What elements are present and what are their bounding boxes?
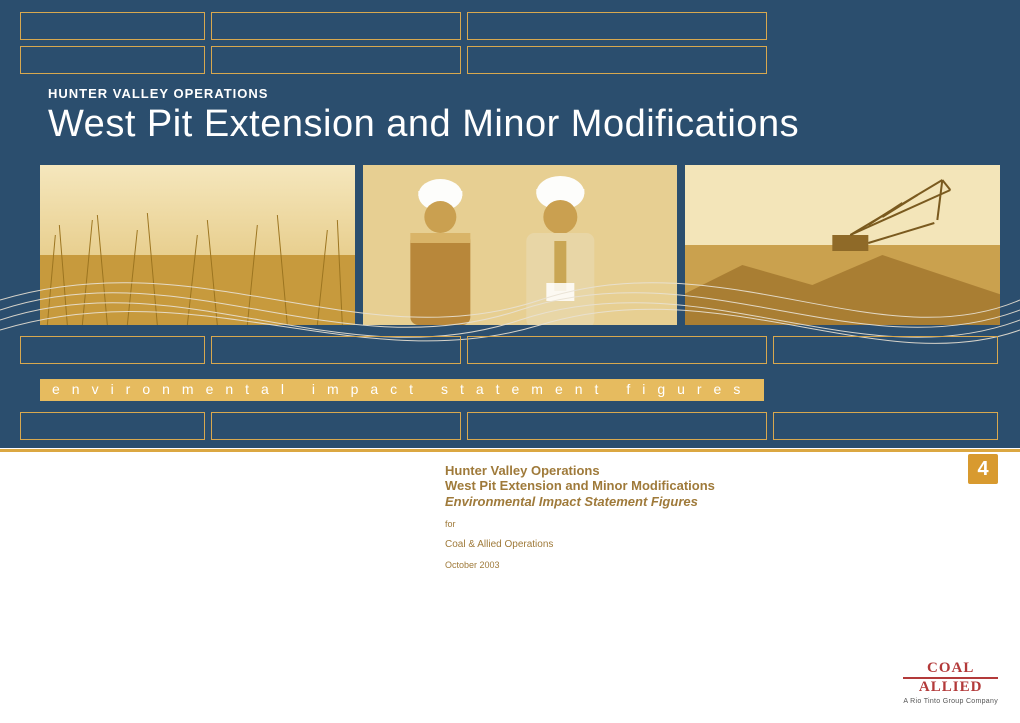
coal-allied-logo: COAL ALLIED A Rio Tinto Group Company: [903, 661, 998, 705]
photo-mine-dragline: [685, 165, 1000, 325]
grid-box: [467, 12, 767, 40]
banner-subtitle: environmental impact statement figures: [40, 379, 764, 401]
grid-box: [211, 46, 461, 74]
logo-word-2: ALLIED: [903, 680, 998, 695]
lower-line-date: October 2003: [445, 560, 965, 570]
lower-line-1: Hunter Valley Operations: [445, 463, 965, 478]
grid-box: [467, 412, 767, 440]
lower-line-2: West Pit Extension and Minor Modificatio…: [445, 478, 965, 493]
lower-line-3: Environmental Impact Statement Figures: [445, 494, 965, 509]
page-title: West Pit Extension and Minor Modificatio…: [48, 103, 799, 146]
grid-row: [20, 412, 998, 440]
lower-line-for: for: [445, 519, 965, 529]
header-subtitle: HUNTER VALLEY OPERATIONS: [48, 86, 799, 101]
grid-box: [211, 336, 461, 364]
grid-row: [20, 336, 998, 364]
grid-box: [20, 12, 205, 40]
logo-word-1: COAL: [903, 661, 998, 676]
lower-line-client: Coal & Allied Operations: [445, 539, 965, 550]
lower-text-block: Hunter Valley Operations West Pit Extens…: [445, 463, 965, 570]
grid-box: [773, 412, 998, 440]
grid-box: [773, 336, 998, 364]
grid-box: [211, 12, 461, 40]
photo-grass-field: [40, 165, 355, 325]
header-block: HUNTER VALLEY OPERATIONS West Pit Extens…: [48, 86, 799, 146]
grid-box: [20, 336, 205, 364]
logo-tagline: A Rio Tinto Group Company: [903, 698, 998, 705]
grid-row: [20, 12, 767, 40]
grid-box: [467, 46, 767, 74]
grid-box: [20, 46, 205, 74]
gold-divider: [0, 449, 1020, 452]
photo-strip: [40, 165, 1000, 325]
cover-panel: HUNTER VALLEY OPERATIONS West Pit Extens…: [0, 0, 1020, 448]
photo-workers-hardhats: [363, 165, 678, 325]
grid-row: [20, 46, 767, 74]
grid-box: [467, 336, 767, 364]
grid-box: [20, 412, 205, 440]
volume-badge: 4: [968, 454, 998, 484]
grid-box: [211, 412, 461, 440]
